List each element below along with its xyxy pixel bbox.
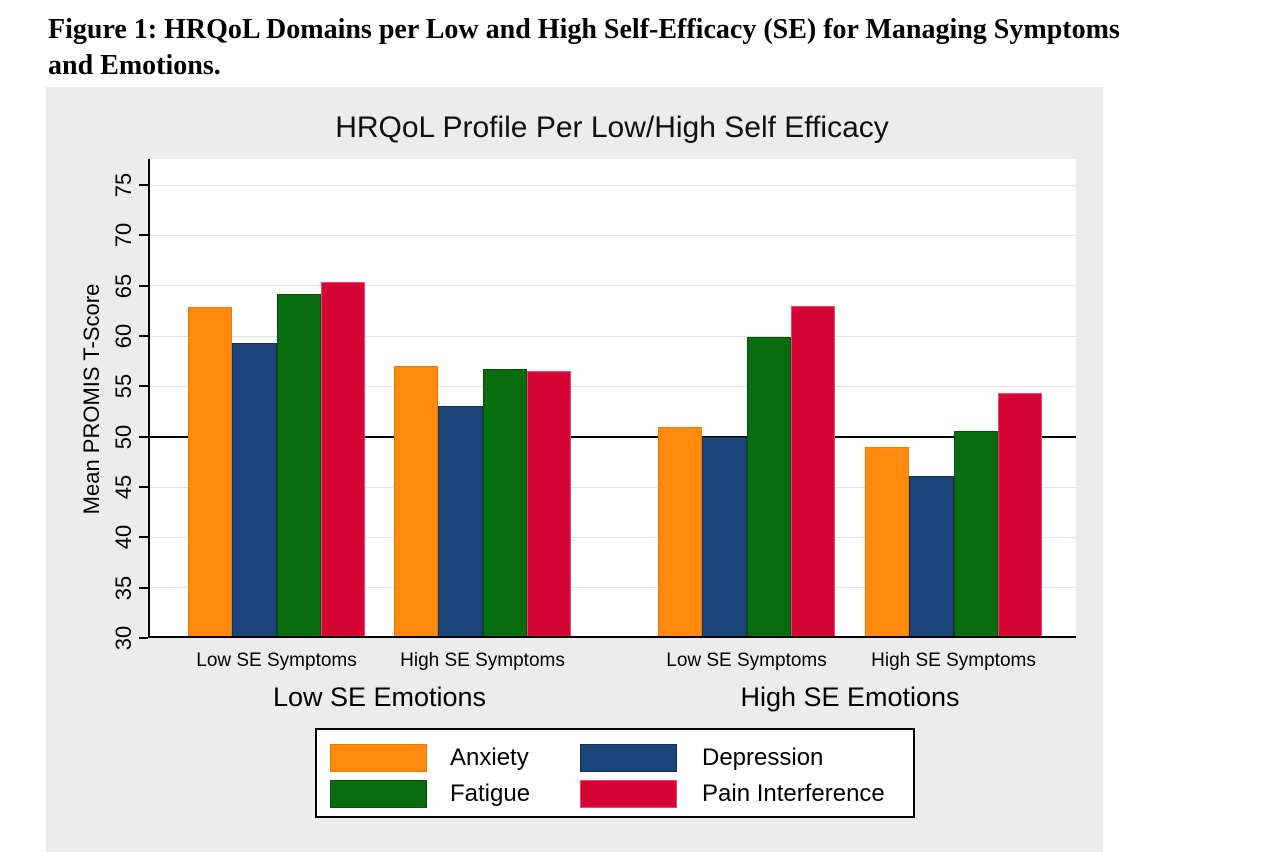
legend-swatch-depression xyxy=(580,744,677,772)
bar-anxiety-group3 xyxy=(658,426,703,638)
group-label-2: High SE Emotions xyxy=(740,682,960,712)
gridline-65 xyxy=(148,285,1076,287)
caption-line-1: Figure 1: HRQoL Domains per Low and High… xyxy=(48,14,1120,45)
group-label-1: Low SE Emotions xyxy=(272,682,487,712)
y-tick-35 xyxy=(139,586,148,589)
chart-title: HRQoL Profile Per Low/High Self Efficacy xyxy=(335,111,889,144)
legend: Anxiety Depression Fatigue Pain Interferenc… xyxy=(315,728,915,818)
bar-pain-interference-group1 xyxy=(320,281,365,638)
bar-depression-group1 xyxy=(232,343,277,638)
x-category-label-2: High SE Symptoms xyxy=(400,650,565,671)
y-tick-70 xyxy=(139,234,148,237)
y-tick-75 xyxy=(139,184,148,187)
legend-swatch-anxiety xyxy=(330,744,427,772)
bar-pain-interference-group4 xyxy=(997,393,1042,638)
y-axis-line xyxy=(148,159,150,638)
gridline-55 xyxy=(148,385,1076,387)
y-tick-60 xyxy=(139,335,148,338)
x-category-label-3: Low SE Symptoms xyxy=(666,650,827,671)
bar-fatigue-group4 xyxy=(953,430,998,638)
y-tick-label-35: 35 xyxy=(111,575,136,600)
y-tick-55 xyxy=(139,385,148,388)
bar-anxiety-group1 xyxy=(188,306,233,638)
y-tick-45 xyxy=(139,486,148,489)
y-tick-label-30: 30 xyxy=(111,625,136,651)
legend-label-pain-interference: Pain Interference xyxy=(702,780,885,807)
y-tick-label-50: 50 xyxy=(111,424,136,449)
x-category-label-4: High SE Symptoms xyxy=(871,650,1036,671)
gridline-45 xyxy=(148,486,1076,488)
figure-caption: Figure 1: HRQoL Domains per Low and High… xyxy=(48,12,1238,84)
bar-depression-group2 xyxy=(438,405,483,638)
y-tick-label-70: 70 xyxy=(111,223,136,248)
y-tick-label-55: 55 xyxy=(111,374,136,399)
bar-depression-group3 xyxy=(702,436,747,638)
bar-depression-group4 xyxy=(909,476,954,638)
bar-fatigue-group2 xyxy=(482,369,527,638)
legend-swatch-pain-interference xyxy=(580,780,677,808)
y-tick-40 xyxy=(139,536,148,539)
bar-fatigue-group3 xyxy=(746,337,791,638)
y-tick-label-45: 45 xyxy=(111,474,136,500)
y-tick-30 xyxy=(139,637,148,639)
y-tick-label-75: 75 xyxy=(111,172,136,198)
gridline-35 xyxy=(148,587,1076,589)
legend-label-depression: Depression xyxy=(702,744,824,771)
legend-swatch-fatigue xyxy=(330,780,427,808)
y-axis-title: Mean PROMIS T-Score xyxy=(79,283,104,514)
y-tick-label-65: 65 xyxy=(111,273,136,299)
bar-fatigue-group1 xyxy=(276,293,321,638)
y-tick-50 xyxy=(139,435,148,438)
reference-line-50 xyxy=(148,435,1076,438)
x-axis-line xyxy=(148,636,1076,638)
legend-label-anxiety: Anxiety xyxy=(450,744,529,771)
y-tick-label-40: 40 xyxy=(111,525,136,550)
chart-panel: HRQoL Profile Per Low/High Self Efficacy… xyxy=(46,87,1103,852)
plot-area: Mean PROMIS T-Score 30 35 40 45 50 55 60 65 70 75… xyxy=(79,159,1076,712)
bar-anxiety-group2 xyxy=(394,366,439,638)
bar-anxiety-group4 xyxy=(865,446,910,638)
gridline-40 xyxy=(148,536,1076,538)
legend-label-fatigue: Fatigue xyxy=(450,780,531,807)
y-tick-label-60: 60 xyxy=(111,323,136,349)
bar-pain-interference-group2 xyxy=(526,371,571,638)
gridline-60 xyxy=(148,335,1076,337)
bar-pain-interference-group3 xyxy=(790,305,835,638)
gridline-75 xyxy=(148,184,1076,186)
gridline-70 xyxy=(148,234,1076,236)
caption-line-2: and Emotions. xyxy=(48,50,221,81)
x-category-label-1: Low SE Symptoms xyxy=(196,650,357,671)
y-tick-65 xyxy=(139,284,148,287)
